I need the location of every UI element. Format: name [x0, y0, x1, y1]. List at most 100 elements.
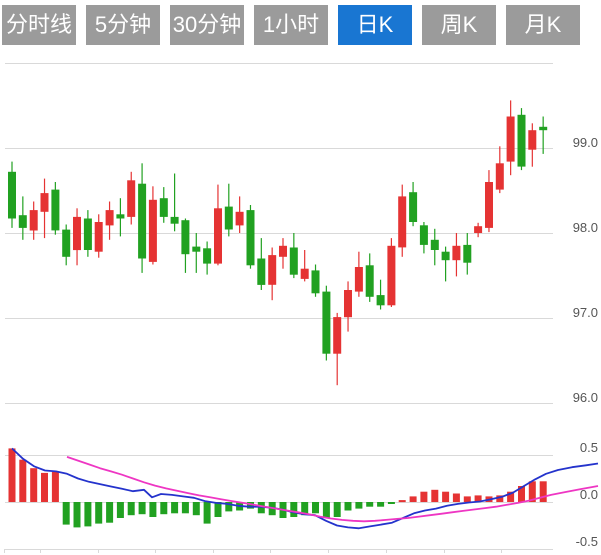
macd-histogram-bar [171, 502, 179, 514]
macd-histogram-bar [539, 481, 547, 502]
candle-body [73, 216, 81, 251]
macd-histogram-bar [452, 493, 460, 502]
candle-body [18, 215, 27, 228]
candle-body [398, 196, 407, 248]
candle-body [94, 222, 103, 252]
macd-histogram-bar [387, 502, 395, 504]
macd-histogram-bar [355, 502, 363, 509]
macd-histogram-bar [312, 502, 319, 514]
macd-histogram-bar [84, 502, 92, 527]
macd-histogram-bar [214, 502, 222, 517]
macd-histogram-bar [19, 459, 27, 502]
macd-histogram-bar [95, 502, 103, 524]
candle-body [224, 206, 233, 230]
macd-axis-label: 0.5 [580, 440, 598, 455]
tab-5min[interactable]: 5分钟 [86, 5, 160, 45]
candle-body [354, 267, 363, 292]
macd-histogram-bar [203, 502, 211, 524]
candle-body [495, 163, 504, 190]
candle-body [170, 216, 179, 224]
candle-body [257, 258, 266, 285]
candle-body [322, 291, 331, 354]
candle-body [246, 210, 255, 266]
candle-body [409, 192, 418, 222]
candle-body [300, 268, 309, 279]
macd-histogram-bar [344, 502, 352, 511]
candle-body [214, 208, 222, 264]
macd-histogram-bar [73, 502, 81, 528]
macd-histogram-bar [8, 448, 16, 502]
price-axis-label: 96.0 [573, 390, 598, 405]
macd-histogram-bar [51, 471, 59, 502]
candle-body [148, 199, 157, 262]
macd-histogram-bar [377, 502, 385, 507]
candle-body [116, 214, 125, 219]
tab-monthly-k[interactable]: 月K [506, 5, 580, 45]
macd-histogram-bar [518, 486, 525, 502]
candle-body [8, 171, 16, 219]
macd-histogram-bar [507, 491, 515, 502]
tab-weekly-k[interactable]: 周K [422, 5, 496, 45]
candle-body [517, 114, 526, 167]
macd-histogram-bar [138, 502, 146, 515]
candle-body [452, 245, 461, 261]
macd-histogram-bar [398, 500, 406, 503]
candle-body [333, 317, 342, 354]
macd-histogram-bar [366, 502, 374, 507]
candle-body [203, 248, 212, 264]
candle-body [463, 244, 472, 263]
candle-body [376, 295, 385, 306]
candle-body [289, 247, 298, 275]
macd-histogram-bar [528, 481, 536, 502]
candle-body [279, 245, 287, 257]
macd-histogram-bar [149, 502, 157, 517]
candle-body [419, 225, 428, 245]
timeframe-tabbar: 分时线 5分钟 30分钟 1小时 日K 周K 月K [2, 5, 580, 45]
candle-body [539, 126, 548, 131]
macd-histogram-bar [409, 496, 417, 502]
macd-histogram-bar [463, 496, 471, 502]
candle-body [311, 270, 320, 294]
macd-histogram-bar [181, 502, 189, 514]
macd-histogram-bar [62, 502, 70, 525]
macd-histogram-bar [225, 502, 233, 512]
price-axis-label: 97.0 [573, 305, 598, 320]
candle-body [441, 251, 450, 261]
candle-body [159, 198, 168, 217]
macd-histogram-bar [333, 502, 341, 517]
candle-body [181, 220, 190, 255]
macd-histogram-bar [116, 502, 124, 518]
candle-body [365, 265, 374, 297]
candle-body [105, 210, 114, 226]
macd-histogram-bar [127, 502, 135, 516]
macd-histogram-bar [160, 502, 168, 515]
macd-histogram-bar [106, 502, 114, 523]
tab-30min[interactable]: 30分钟 [170, 5, 244, 45]
macd-histogram-bar [496, 495, 504, 502]
candle-body [474, 226, 483, 233]
price-axis-label: 98.0 [573, 220, 598, 235]
candle-body [40, 193, 49, 212]
tab-timeline[interactable]: 分时线 [2, 5, 76, 45]
macd-histogram-bar [474, 495, 482, 502]
candle-body [83, 218, 92, 250]
candle-body [268, 255, 277, 285]
candle-body [506, 116, 515, 162]
macd-histogram-bar [322, 502, 330, 518]
candle-body [485, 182, 493, 228]
tab-1hour[interactable]: 1小时 [254, 5, 328, 45]
tab-daily-k[interactable]: 日K [338, 5, 412, 45]
candle-body [387, 245, 396, 306]
candle-body [430, 239, 439, 250]
candle-body [344, 290, 352, 318]
candle-body [29, 210, 38, 231]
macd-histogram-bar [442, 491, 450, 502]
candle-body [62, 229, 71, 257]
macd-histogram-bar [420, 491, 428, 502]
candle-body [127, 180, 136, 217]
macd-histogram-bar [41, 472, 48, 502]
candle-body [192, 246, 201, 252]
candle-body [51, 189, 60, 231]
